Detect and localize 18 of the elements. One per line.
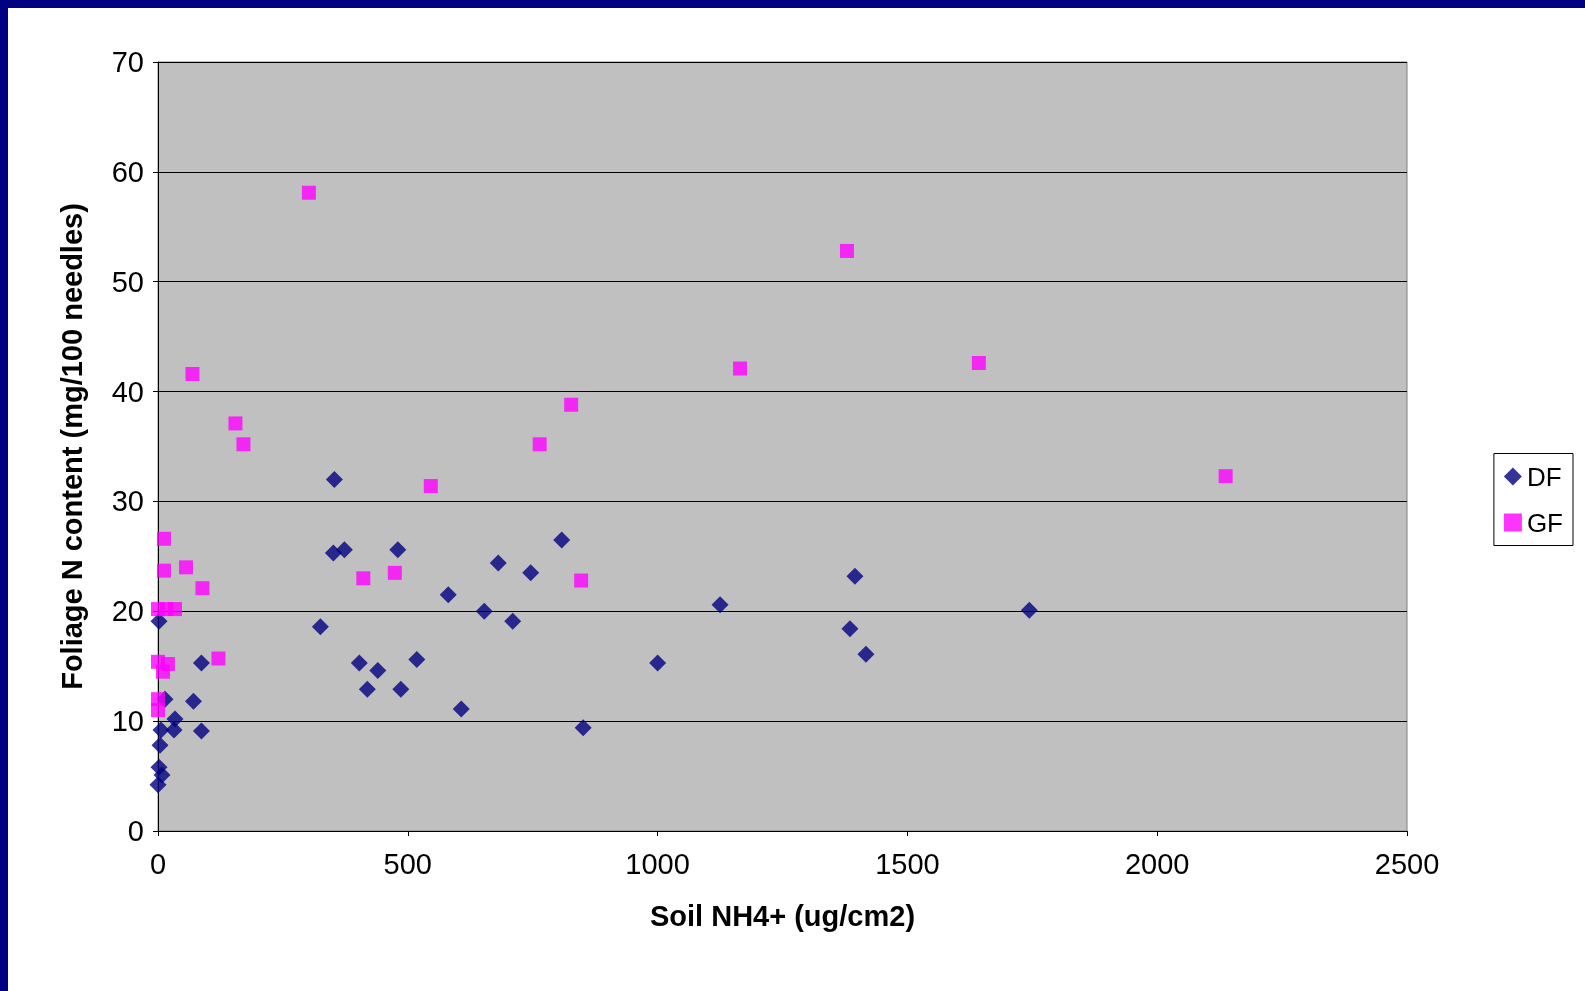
x-tick-label: 2500 [1374,847,1440,880]
x-axis-title: Soil NH4+ (ug/cm2) [649,899,916,932]
y-tick-label: 60 [111,155,144,188]
y-tick-label: 30 [111,485,144,518]
x-tick-label: 500 [383,847,432,880]
legend-label: GF [1526,507,1563,538]
x-tick-label: 2000 [1124,847,1190,880]
y-tick-label: 70 [111,46,144,78]
y-tick-label: 40 [111,375,144,408]
y-axis-title: Foliage N content (mg/100 needles) [55,203,88,690]
y-tick-label: 20 [111,595,144,628]
x-tick-label: 1500 [875,847,940,880]
legend-label: DF [1526,461,1562,492]
y-tick-label: 50 [111,265,144,298]
y-tick-label: 0 [127,815,144,847]
y-tick-label: 10 [111,705,144,738]
x-tick-label: 0 [149,847,167,880]
x-tick-label: 1000 [625,847,690,880]
